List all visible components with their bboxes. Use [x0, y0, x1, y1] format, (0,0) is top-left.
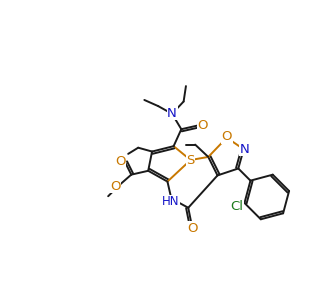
Text: O: O — [221, 131, 232, 143]
Text: Cl: Cl — [231, 200, 244, 213]
Text: O: O — [188, 222, 198, 235]
Text: S: S — [186, 153, 195, 166]
Text: N: N — [167, 106, 177, 120]
Text: O: O — [115, 155, 126, 168]
Text: O: O — [198, 119, 208, 132]
Text: O: O — [110, 180, 120, 193]
Text: HN: HN — [162, 195, 179, 208]
Text: N: N — [240, 143, 249, 156]
